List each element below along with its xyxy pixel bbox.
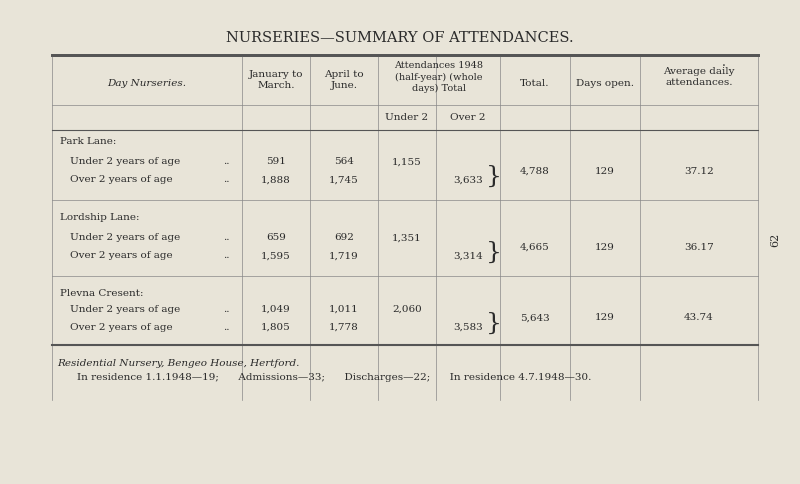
Text: 1,011: 1,011: [329, 304, 359, 314]
Text: 36.17: 36.17: [684, 242, 714, 252]
Text: 1,049: 1,049: [261, 304, 291, 314]
Text: Attendances 1948
(half-year) (whole
days) Total: Attendances 1948 (half-year) (whole days…: [394, 61, 483, 93]
Text: 129: 129: [595, 314, 615, 322]
Text: Over 2 years of age: Over 2 years of age: [70, 252, 173, 260]
Text: ..: ..: [223, 176, 230, 184]
Text: 1,805: 1,805: [261, 322, 291, 332]
Text: Over 2 years of age: Over 2 years of age: [70, 176, 173, 184]
Text: 37.12: 37.12: [684, 166, 714, 176]
Text: .: .: [722, 57, 726, 70]
Text: NURSERIES—SUMMARY OF ATTENDANCES.: NURSERIES—SUMMARY OF ATTENDANCES.: [226, 31, 574, 45]
Text: In residence 1.1.1948—19;      Admissions—33;      Discharges—22;      In reside: In residence 1.1.1948—19; Admissions—33;…: [77, 374, 591, 382]
Text: 659: 659: [266, 233, 286, 242]
Text: 1,888: 1,888: [261, 176, 291, 184]
Text: 129: 129: [595, 166, 615, 176]
Text: 1,745: 1,745: [329, 176, 359, 184]
Text: 62: 62: [770, 233, 780, 247]
Text: 1,719: 1,719: [329, 252, 359, 260]
Text: ..: ..: [223, 322, 230, 332]
Text: Under 2 years of age: Under 2 years of age: [70, 304, 180, 314]
Text: Lordship Lane:: Lordship Lane:: [60, 213, 139, 223]
Text: 3,583: 3,583: [453, 322, 483, 332]
Text: 43.74: 43.74: [684, 314, 714, 322]
Text: January to
March.: January to March.: [249, 70, 303, 91]
Text: Over 2: Over 2: [450, 113, 486, 122]
Text: ..: ..: [223, 157, 230, 166]
Text: 5,643: 5,643: [520, 314, 550, 322]
Text: 3,314: 3,314: [453, 252, 483, 260]
Text: Under 2 years of age: Under 2 years of age: [70, 157, 180, 166]
Text: April to
June.: April to June.: [324, 70, 364, 91]
Text: Residential Nursery, Bengeo House, Hertford.: Residential Nursery, Bengeo House, Hertf…: [57, 359, 299, 367]
Text: ..: ..: [223, 304, 230, 314]
Text: 692: 692: [334, 233, 354, 242]
Text: Plevna Cresent:: Plevna Cresent:: [60, 289, 143, 299]
Text: }: }: [486, 312, 502, 334]
Text: Over 2 years of age: Over 2 years of age: [70, 322, 173, 332]
Text: Under 2 years of age: Under 2 years of age: [70, 233, 180, 242]
Text: ..: ..: [223, 233, 230, 242]
Text: Park Lane:: Park Lane:: [60, 137, 116, 147]
Text: 4,665: 4,665: [520, 242, 550, 252]
Text: Under 2: Under 2: [386, 113, 429, 122]
Text: 591: 591: [266, 157, 286, 166]
Text: 1,155: 1,155: [392, 157, 422, 166]
Text: Days open.: Days open.: [576, 78, 634, 88]
Text: 2,060: 2,060: [392, 304, 422, 314]
Text: Average daily
attendances.: Average daily attendances.: [663, 67, 734, 88]
Text: ..: ..: [223, 252, 230, 260]
Text: }: }: [486, 165, 502, 187]
Text: 564: 564: [334, 157, 354, 166]
Text: Total.: Total.: [520, 78, 550, 88]
Text: 129: 129: [595, 242, 615, 252]
Text: Day Nurseries.: Day Nurseries.: [107, 78, 186, 88]
Text: 1,351: 1,351: [392, 233, 422, 242]
Text: 4,788: 4,788: [520, 166, 550, 176]
Text: 3,633: 3,633: [453, 176, 483, 184]
Text: }: }: [486, 241, 502, 263]
Text: 1,595: 1,595: [261, 252, 291, 260]
Text: 1,778: 1,778: [329, 322, 359, 332]
